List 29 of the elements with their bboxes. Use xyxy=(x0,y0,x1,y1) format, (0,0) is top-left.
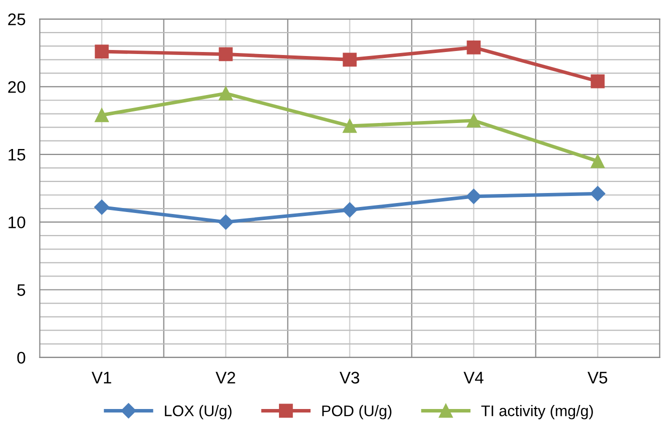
point xyxy=(466,40,481,54)
legend-label: TI activity (mg/g) xyxy=(481,405,593,420)
point xyxy=(466,188,482,204)
legend-label: LOX (U/g) xyxy=(164,405,232,420)
point xyxy=(590,186,606,202)
y-tick-label: 5 xyxy=(17,284,26,296)
x-tick-label: V3 xyxy=(340,372,360,384)
point xyxy=(590,74,605,88)
point xyxy=(94,200,110,215)
y-tick-label: 25 xyxy=(8,13,26,26)
y-tick-label: 20 xyxy=(8,81,26,93)
point xyxy=(342,119,357,133)
point xyxy=(466,114,481,128)
point xyxy=(218,47,233,62)
point xyxy=(218,86,233,100)
point xyxy=(342,202,358,218)
point xyxy=(94,44,109,58)
point xyxy=(218,214,234,230)
point xyxy=(94,108,109,122)
y-tick-label: 0 xyxy=(17,352,26,364)
point xyxy=(342,52,357,67)
x-tick-label: V4 xyxy=(464,372,484,384)
y-tick-label: 15 xyxy=(8,148,26,161)
point xyxy=(590,154,605,168)
x-tick-label: V2 xyxy=(216,372,236,384)
x-tick-label: V5 xyxy=(588,372,608,384)
y-tick-label: 10 xyxy=(8,216,26,228)
legend-label: POD (U/g) xyxy=(322,405,392,420)
x-tick-label: V1 xyxy=(92,372,112,384)
